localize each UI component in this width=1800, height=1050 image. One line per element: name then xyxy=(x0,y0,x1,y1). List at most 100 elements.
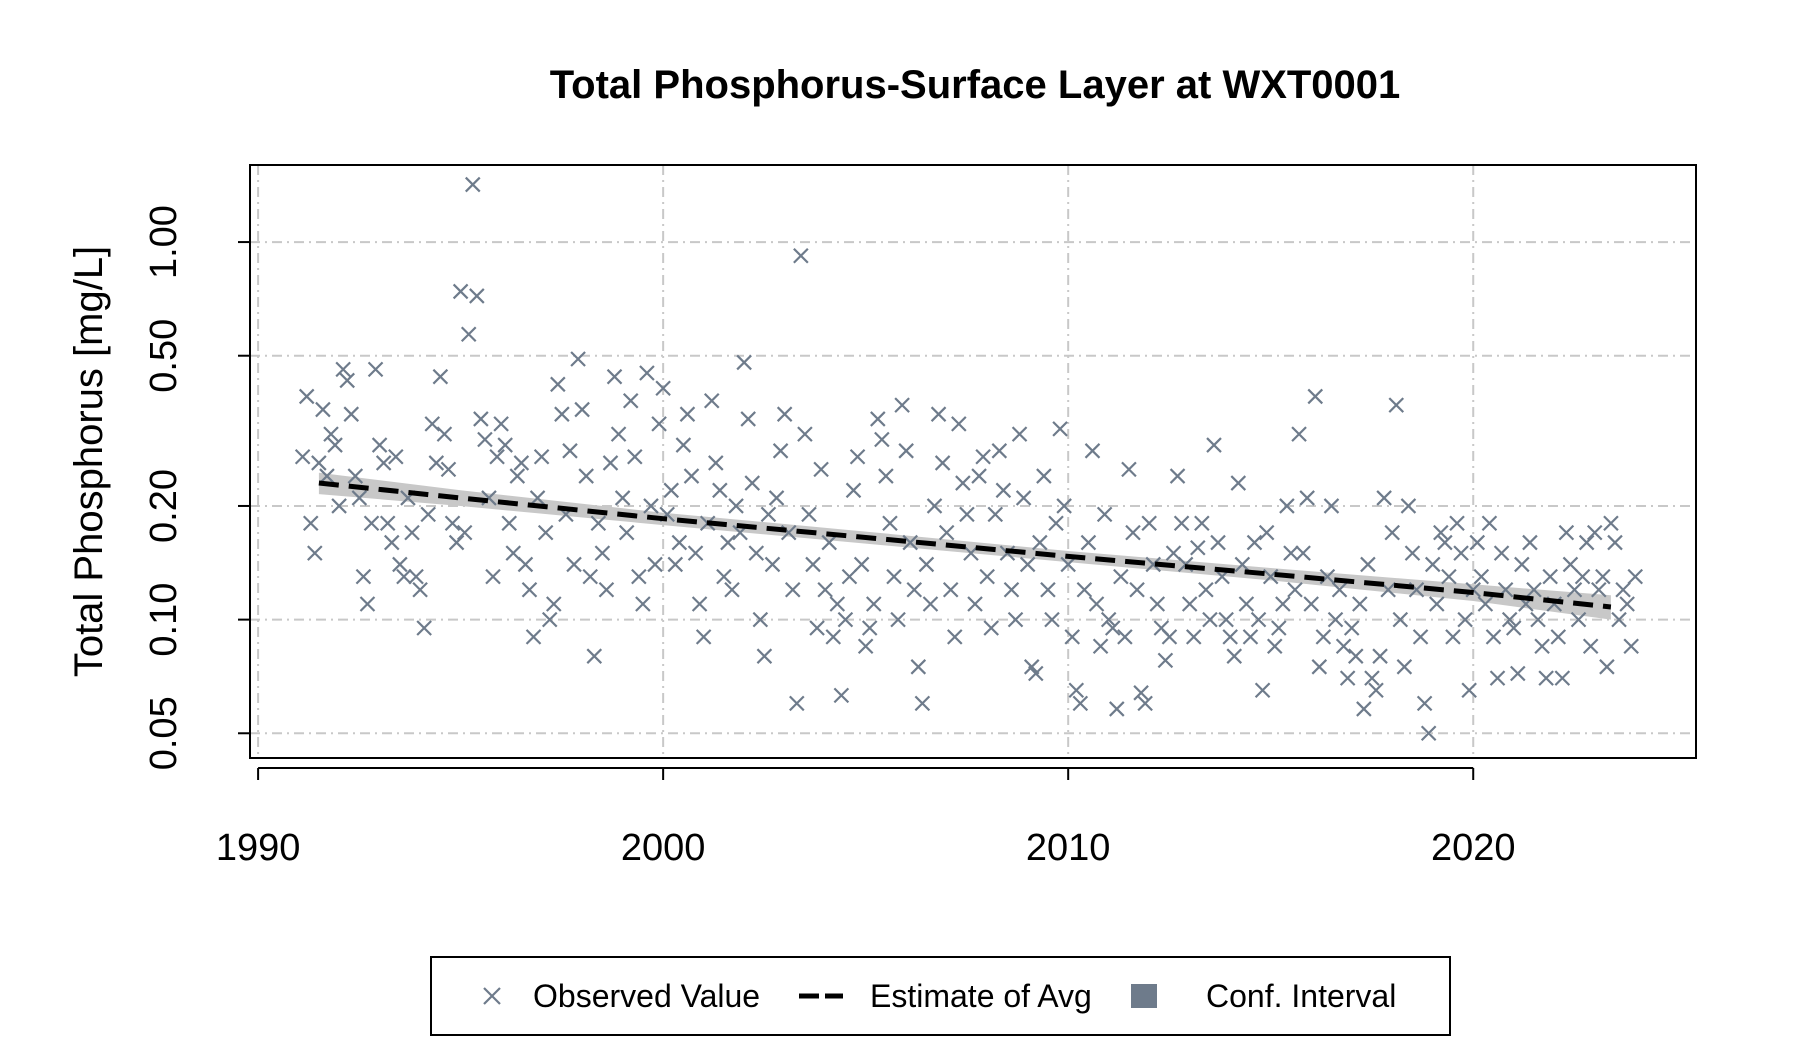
observed-point xyxy=(1254,682,1271,699)
observed-point xyxy=(1352,596,1368,612)
observed-point xyxy=(517,556,534,573)
observed-point xyxy=(890,611,906,628)
observed-point xyxy=(586,648,603,664)
observed-point xyxy=(1096,506,1113,523)
observed-point xyxy=(756,648,773,664)
estimate-line xyxy=(318,480,1612,610)
observed-point xyxy=(687,545,704,561)
observed-point xyxy=(1060,556,1076,573)
observed-point xyxy=(1335,638,1352,655)
observed-point xyxy=(1210,534,1226,551)
observed-point xyxy=(1283,545,1299,561)
observed-point xyxy=(1279,498,1295,514)
observed-point xyxy=(323,426,339,442)
observed-point xyxy=(1404,545,1421,561)
observed-point xyxy=(1433,524,1449,541)
observed-point xyxy=(1514,556,1530,573)
observed-point xyxy=(1109,701,1125,717)
observed-point xyxy=(521,581,538,598)
observed-point xyxy=(1428,596,1445,612)
observed-point xyxy=(420,506,436,523)
observed-point xyxy=(1218,611,1234,628)
observed-point xyxy=(602,455,619,471)
observed-point xyxy=(315,401,331,418)
observed-point xyxy=(772,443,789,459)
observed-point xyxy=(302,515,319,532)
observed-point xyxy=(1558,524,1575,541)
x-tick-label: 2000 xyxy=(621,827,706,869)
observed-point xyxy=(651,416,667,432)
observed-point xyxy=(1052,421,1068,437)
observed-point xyxy=(1420,725,1437,742)
observed-point xyxy=(598,581,615,598)
observed-point xyxy=(452,283,469,300)
observed-point xyxy=(1505,620,1522,636)
observed-point xyxy=(1441,568,1457,585)
observed-point xyxy=(809,620,825,636)
estimate-line-layer xyxy=(318,480,1612,610)
observed-point xyxy=(327,437,343,453)
observed-point xyxy=(1234,556,1251,573)
observed-point xyxy=(1080,534,1097,551)
observed-point xyxy=(497,437,513,453)
observed-point xyxy=(355,568,372,585)
legend-ci-label: Conf. Interval xyxy=(1206,978,1396,1014)
observed-point xyxy=(821,534,837,551)
observed-point xyxy=(1384,524,1400,541)
observed-point xyxy=(1044,611,1060,628)
observed-point xyxy=(1554,670,1571,686)
observed-point xyxy=(1315,629,1332,645)
observed-point xyxy=(578,468,594,484)
observed-point xyxy=(1453,545,1469,561)
observed-point xyxy=(1190,539,1206,556)
observed-point xyxy=(428,455,445,471)
observed-point xyxy=(618,524,635,541)
legend-estimate-label: Estimate of Avg xyxy=(870,978,1092,1014)
observed-point xyxy=(606,368,623,385)
observed-point xyxy=(1262,568,1279,585)
observed-point xyxy=(1072,695,1089,712)
observed-point xyxy=(829,596,846,612)
observed-point xyxy=(748,545,765,561)
observed-point xyxy=(902,534,918,551)
observed-point xyxy=(639,365,655,381)
observed-point xyxy=(335,361,351,378)
x-tick-label: 2020 xyxy=(1431,827,1516,869)
observed-point xyxy=(922,596,939,612)
observed-point xyxy=(837,611,854,628)
observed-point xyxy=(533,448,550,465)
observed-point xyxy=(582,568,599,585)
observed-point xyxy=(1084,443,1101,459)
observed-point xyxy=(1092,638,1109,655)
observed-point xyxy=(784,581,801,598)
y-axis: 0.05 0.10 0.20 0.50 1.00 xyxy=(143,205,251,770)
observed-point xyxy=(1287,581,1303,598)
observed-point xyxy=(408,568,424,585)
observed-point xyxy=(878,468,894,484)
observed-point xyxy=(1028,665,1044,682)
observed-point xyxy=(1299,490,1315,506)
observed-point xyxy=(1603,515,1619,532)
observed-point xyxy=(1481,515,1498,532)
observed-point xyxy=(1586,524,1603,541)
observed-points-layer xyxy=(294,176,1644,742)
observed-point xyxy=(1615,581,1631,598)
legend-observed-marker xyxy=(483,987,501,1005)
observed-point xyxy=(1534,638,1550,655)
observed-point xyxy=(898,443,914,459)
observed-point xyxy=(1489,670,1506,686)
observed-point xyxy=(1396,659,1413,675)
observed-point xyxy=(1019,556,1036,573)
observed-point xyxy=(679,406,696,422)
observed-point xyxy=(1145,556,1162,573)
observed-point xyxy=(752,611,769,628)
observed-point xyxy=(477,431,493,448)
observed-point xyxy=(1327,611,1344,628)
observed-point xyxy=(1149,596,1166,612)
observed-point xyxy=(736,354,752,371)
observed-point xyxy=(1595,568,1611,585)
observed-point xyxy=(942,581,959,598)
observed-point xyxy=(744,475,761,491)
observed-point xyxy=(874,431,890,448)
observed-point xyxy=(720,534,736,551)
